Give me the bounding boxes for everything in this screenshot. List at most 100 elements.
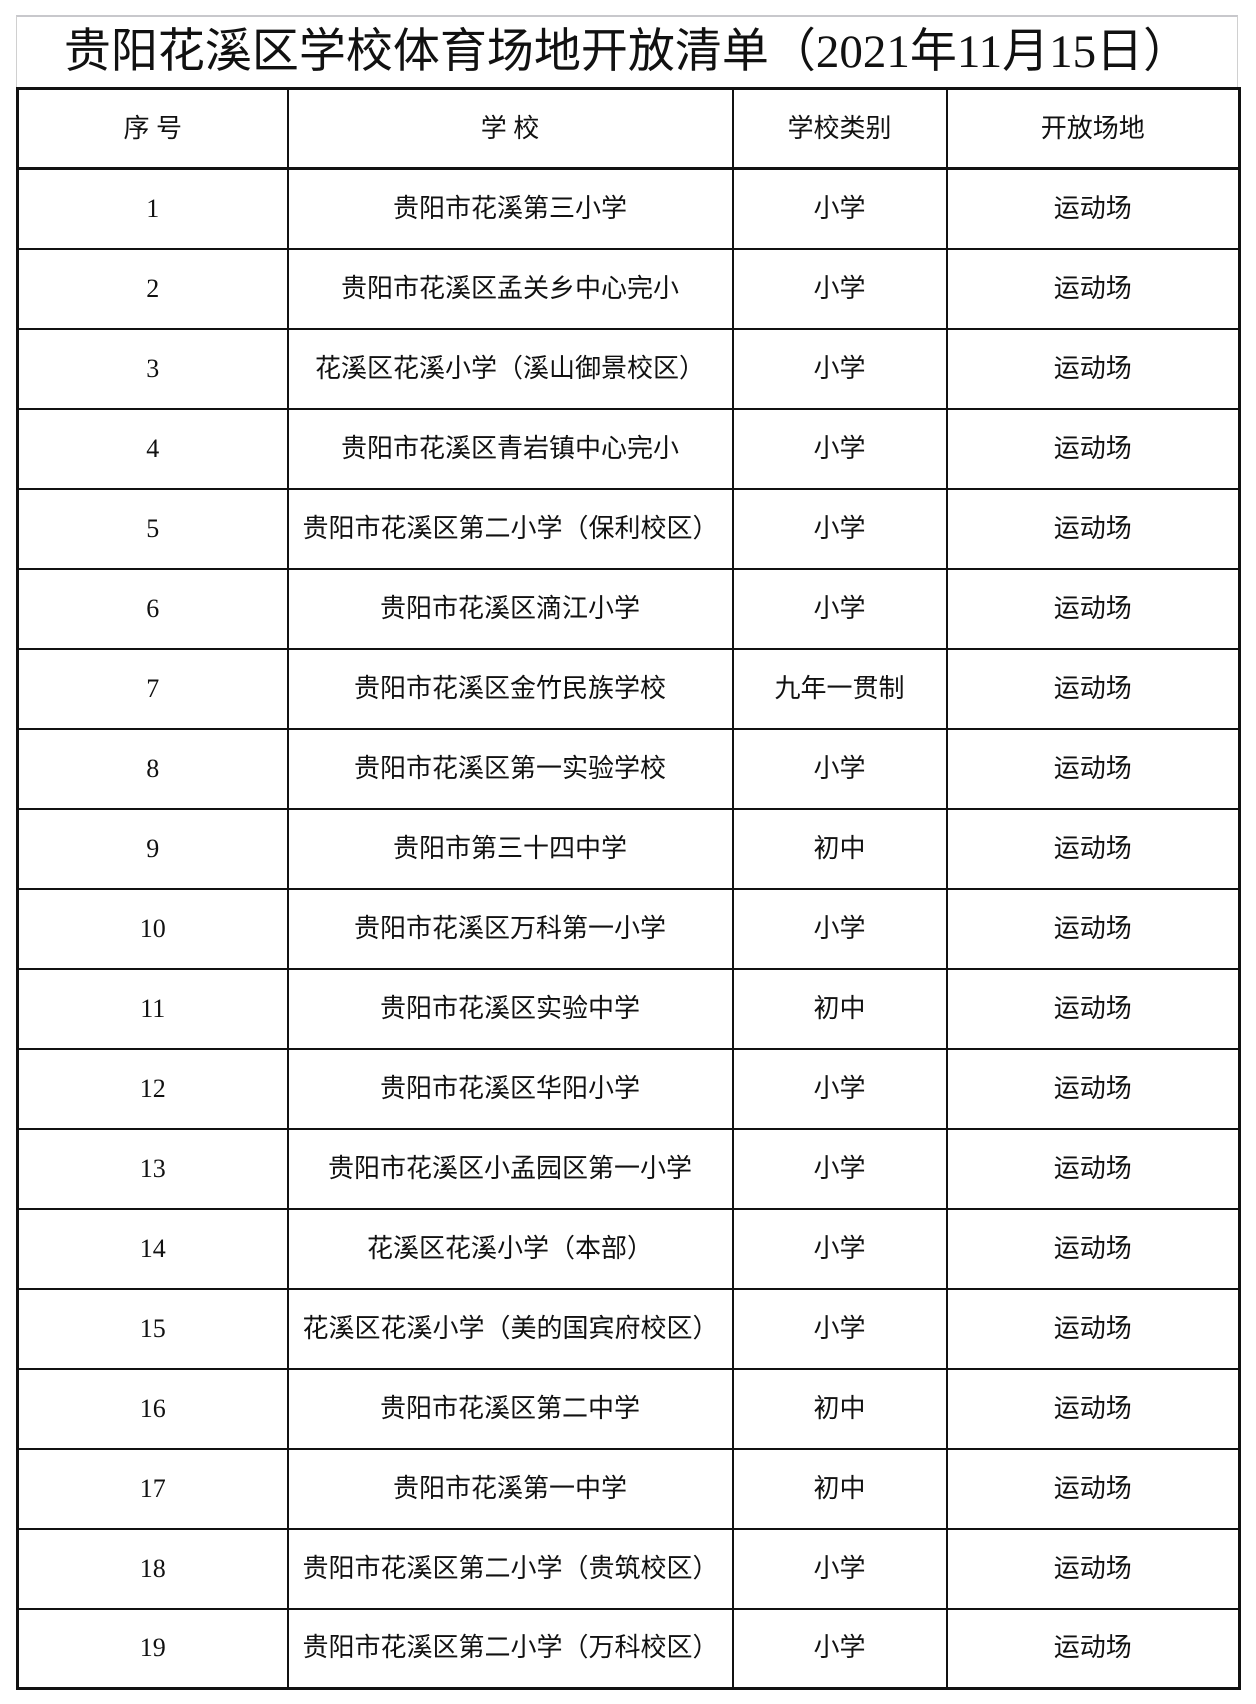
cell-venue: 运动场 — [945, 247, 1241, 330]
cell-school: 花溪区花溪小学（美的国宾府校区） — [286, 1287, 734, 1370]
table-row: 4 贵阳市花溪区青岩镇中心完小 小学 运动场 — [16, 407, 1241, 490]
cell-number: 10 — [16, 887, 289, 970]
cell-school: 贵阳市花溪区第二小学（贵筑校区） — [286, 1527, 734, 1610]
cell-school-type: 小学 — [731, 407, 948, 490]
cell-number: 11 — [16, 967, 289, 1050]
cell-school: 贵阳市花溪区第二中学 — [286, 1367, 734, 1450]
cell-school: 花溪区花溪小学（本部） — [286, 1207, 734, 1290]
cell-venue: 运动场 — [945, 1127, 1241, 1210]
cell-school: 贵阳市花溪区青岩镇中心完小 — [286, 407, 734, 490]
cell-school: 贵阳市花溪区华阳小学 — [286, 1047, 734, 1130]
cell-school: 贵阳市花溪区万科第一小学 — [286, 887, 734, 970]
table-row: 19 贵阳市花溪区第二小学（万科校区） 小学 运动场 — [16, 1607, 1241, 1690]
cell-number: 15 — [16, 1287, 289, 1370]
cell-school: 贵阳市花溪区实验中学 — [286, 967, 734, 1050]
cell-venue: 运动场 — [945, 1047, 1241, 1130]
header-school-type: 学校类别 — [731, 87, 948, 170]
cell-school-type: 小学 — [731, 1047, 948, 1130]
cell-number: 13 — [16, 1127, 289, 1210]
header-school: 学 校 — [286, 87, 734, 170]
cell-school: 贵阳市花溪区第一实验学校 — [286, 727, 734, 810]
table-row: 2 贵阳市花溪区孟关乡中心完小 小学 运动场 — [16, 247, 1241, 330]
cell-school: 贵阳市花溪第三小学 — [286, 167, 734, 250]
table-row: 1 贵阳市花溪第三小学 小学 运动场 — [16, 167, 1241, 250]
table-row: 17 贵阳市花溪第一中学 初中 运动场 — [16, 1447, 1241, 1530]
header-venue: 开放场地 — [945, 87, 1241, 170]
cell-school: 贵阳市花溪区第二小学（万科校区） — [286, 1607, 734, 1690]
cell-school-type: 初中 — [731, 1367, 948, 1450]
table-row: 6 贵阳市花溪区滴江小学 小学 运动场 — [16, 567, 1241, 650]
cell-number: 17 — [16, 1447, 289, 1530]
table-row: 10 贵阳市花溪区万科第一小学 小学 运动场 — [16, 887, 1241, 970]
cell-venue: 运动场 — [945, 1607, 1241, 1690]
cell-school-type: 小学 — [731, 1287, 948, 1370]
cell-school-type: 小学 — [731, 1527, 948, 1610]
cell-school-type: 初中 — [731, 1447, 948, 1530]
cell-school-type: 初中 — [731, 807, 948, 890]
cell-venue: 运动场 — [945, 1447, 1241, 1530]
cell-number: 6 — [16, 567, 289, 650]
table-row: 16 贵阳市花溪区第二中学 初中 运动场 — [16, 1367, 1241, 1450]
cell-venue: 运动场 — [945, 887, 1241, 970]
cell-venue: 运动场 — [945, 407, 1241, 490]
cell-venue: 运动场 — [945, 1367, 1241, 1450]
cell-school-type: 小学 — [731, 487, 948, 570]
cell-venue: 运动场 — [945, 967, 1241, 1050]
cell-school: 贵阳市花溪区第二小学（保利校区） — [286, 487, 734, 570]
cell-school-type: 小学 — [731, 1607, 948, 1690]
cell-school-type: 小学 — [731, 1207, 948, 1290]
cell-school: 贵阳市花溪第一中学 — [286, 1447, 734, 1530]
cell-school-type: 小学 — [731, 167, 948, 250]
cell-school-type: 小学 — [731, 727, 948, 810]
cell-school-type: 九年一贯制 — [731, 647, 948, 730]
table-row: 13 贵阳市花溪区小孟园区第一小学 小学 运动场 — [16, 1127, 1241, 1210]
table-row: 12 贵阳市花溪区华阳小学 小学 运动场 — [16, 1047, 1241, 1130]
cell-number: 16 — [16, 1367, 289, 1450]
cell-number: 18 — [16, 1527, 289, 1610]
cell-venue: 运动场 — [945, 647, 1241, 730]
cell-venue: 运动场 — [945, 567, 1241, 650]
cell-venue: 运动场 — [945, 1527, 1241, 1610]
cell-school-type: 小学 — [731, 247, 948, 330]
cell-number: 12 — [16, 1047, 289, 1130]
cell-school: 贵阳市花溪区孟关乡中心完小 — [286, 247, 734, 330]
table-row: 11 贵阳市花溪区实验中学 初中 运动场 — [16, 967, 1241, 1050]
cell-school-type: 小学 — [731, 567, 948, 650]
cell-number: 14 — [16, 1207, 289, 1290]
table-row: 14 花溪区花溪小学（本部） 小学 运动场 — [16, 1207, 1241, 1290]
cell-venue: 运动场 — [945, 487, 1241, 570]
cell-number: 19 — [16, 1607, 289, 1690]
cell-number: 4 — [16, 407, 289, 490]
cell-school-type: 初中 — [731, 967, 948, 1050]
cell-school-type: 小学 — [731, 327, 948, 410]
table-row: 18 贵阳市花溪区第二小学（贵筑校区） 小学 运动场 — [16, 1527, 1241, 1610]
cell-number: 7 — [16, 647, 289, 730]
table-row: 7 贵阳市花溪区金竹民族学校 九年一贯制 运动场 — [16, 647, 1241, 730]
table-row: 5 贵阳市花溪区第二小学（保利校区） 小学 运动场 — [16, 487, 1241, 570]
cell-number: 1 — [16, 167, 289, 250]
cell-number: 5 — [16, 487, 289, 570]
cell-school: 贵阳市花溪区金竹民族学校 — [286, 647, 734, 730]
cell-school: 贵阳市第三十四中学 — [286, 807, 734, 890]
cell-school-type: 小学 — [731, 1127, 948, 1210]
cell-school-type: 小学 — [731, 887, 948, 970]
table-header-row: 序 号 学 校 学校类别 开放场地 — [16, 87, 1241, 170]
cell-school: 贵阳市花溪区滴江小学 — [286, 567, 734, 650]
cell-venue: 运动场 — [945, 1207, 1241, 1290]
cell-number: 9 — [16, 807, 289, 890]
schools-table: 序 号 学 校 学校类别 开放场地 1 贵阳市花溪第三小学 小学 运动场 2 贵阳市花溪区… — [16, 87, 1241, 1690]
cell-venue: 运动场 — [945, 1287, 1241, 1370]
cell-school: 花溪区花溪小学（溪山御景校区） — [286, 327, 734, 410]
cell-venue: 运动场 — [945, 807, 1241, 890]
table-row: 9 贵阳市第三十四中学 初中 运动场 — [16, 807, 1241, 890]
cell-school: 贵阳市花溪区小孟园区第一小学 — [286, 1127, 734, 1210]
cell-venue: 运动场 — [945, 727, 1241, 810]
cell-number: 8 — [16, 727, 289, 810]
header-number: 序 号 — [16, 87, 289, 170]
table-row: 3 花溪区花溪小学（溪山御景校区） 小学 运动场 — [16, 327, 1241, 410]
cell-number: 2 — [16, 247, 289, 330]
cell-venue: 运动场 — [945, 167, 1241, 250]
table-row: 8 贵阳市花溪区第一实验学校 小学 运动场 — [16, 727, 1241, 810]
cell-number: 3 — [16, 327, 289, 410]
document-title: 贵阳花溪区学校体育场地开放清单（2021年11月15日） — [16, 15, 1238, 87]
